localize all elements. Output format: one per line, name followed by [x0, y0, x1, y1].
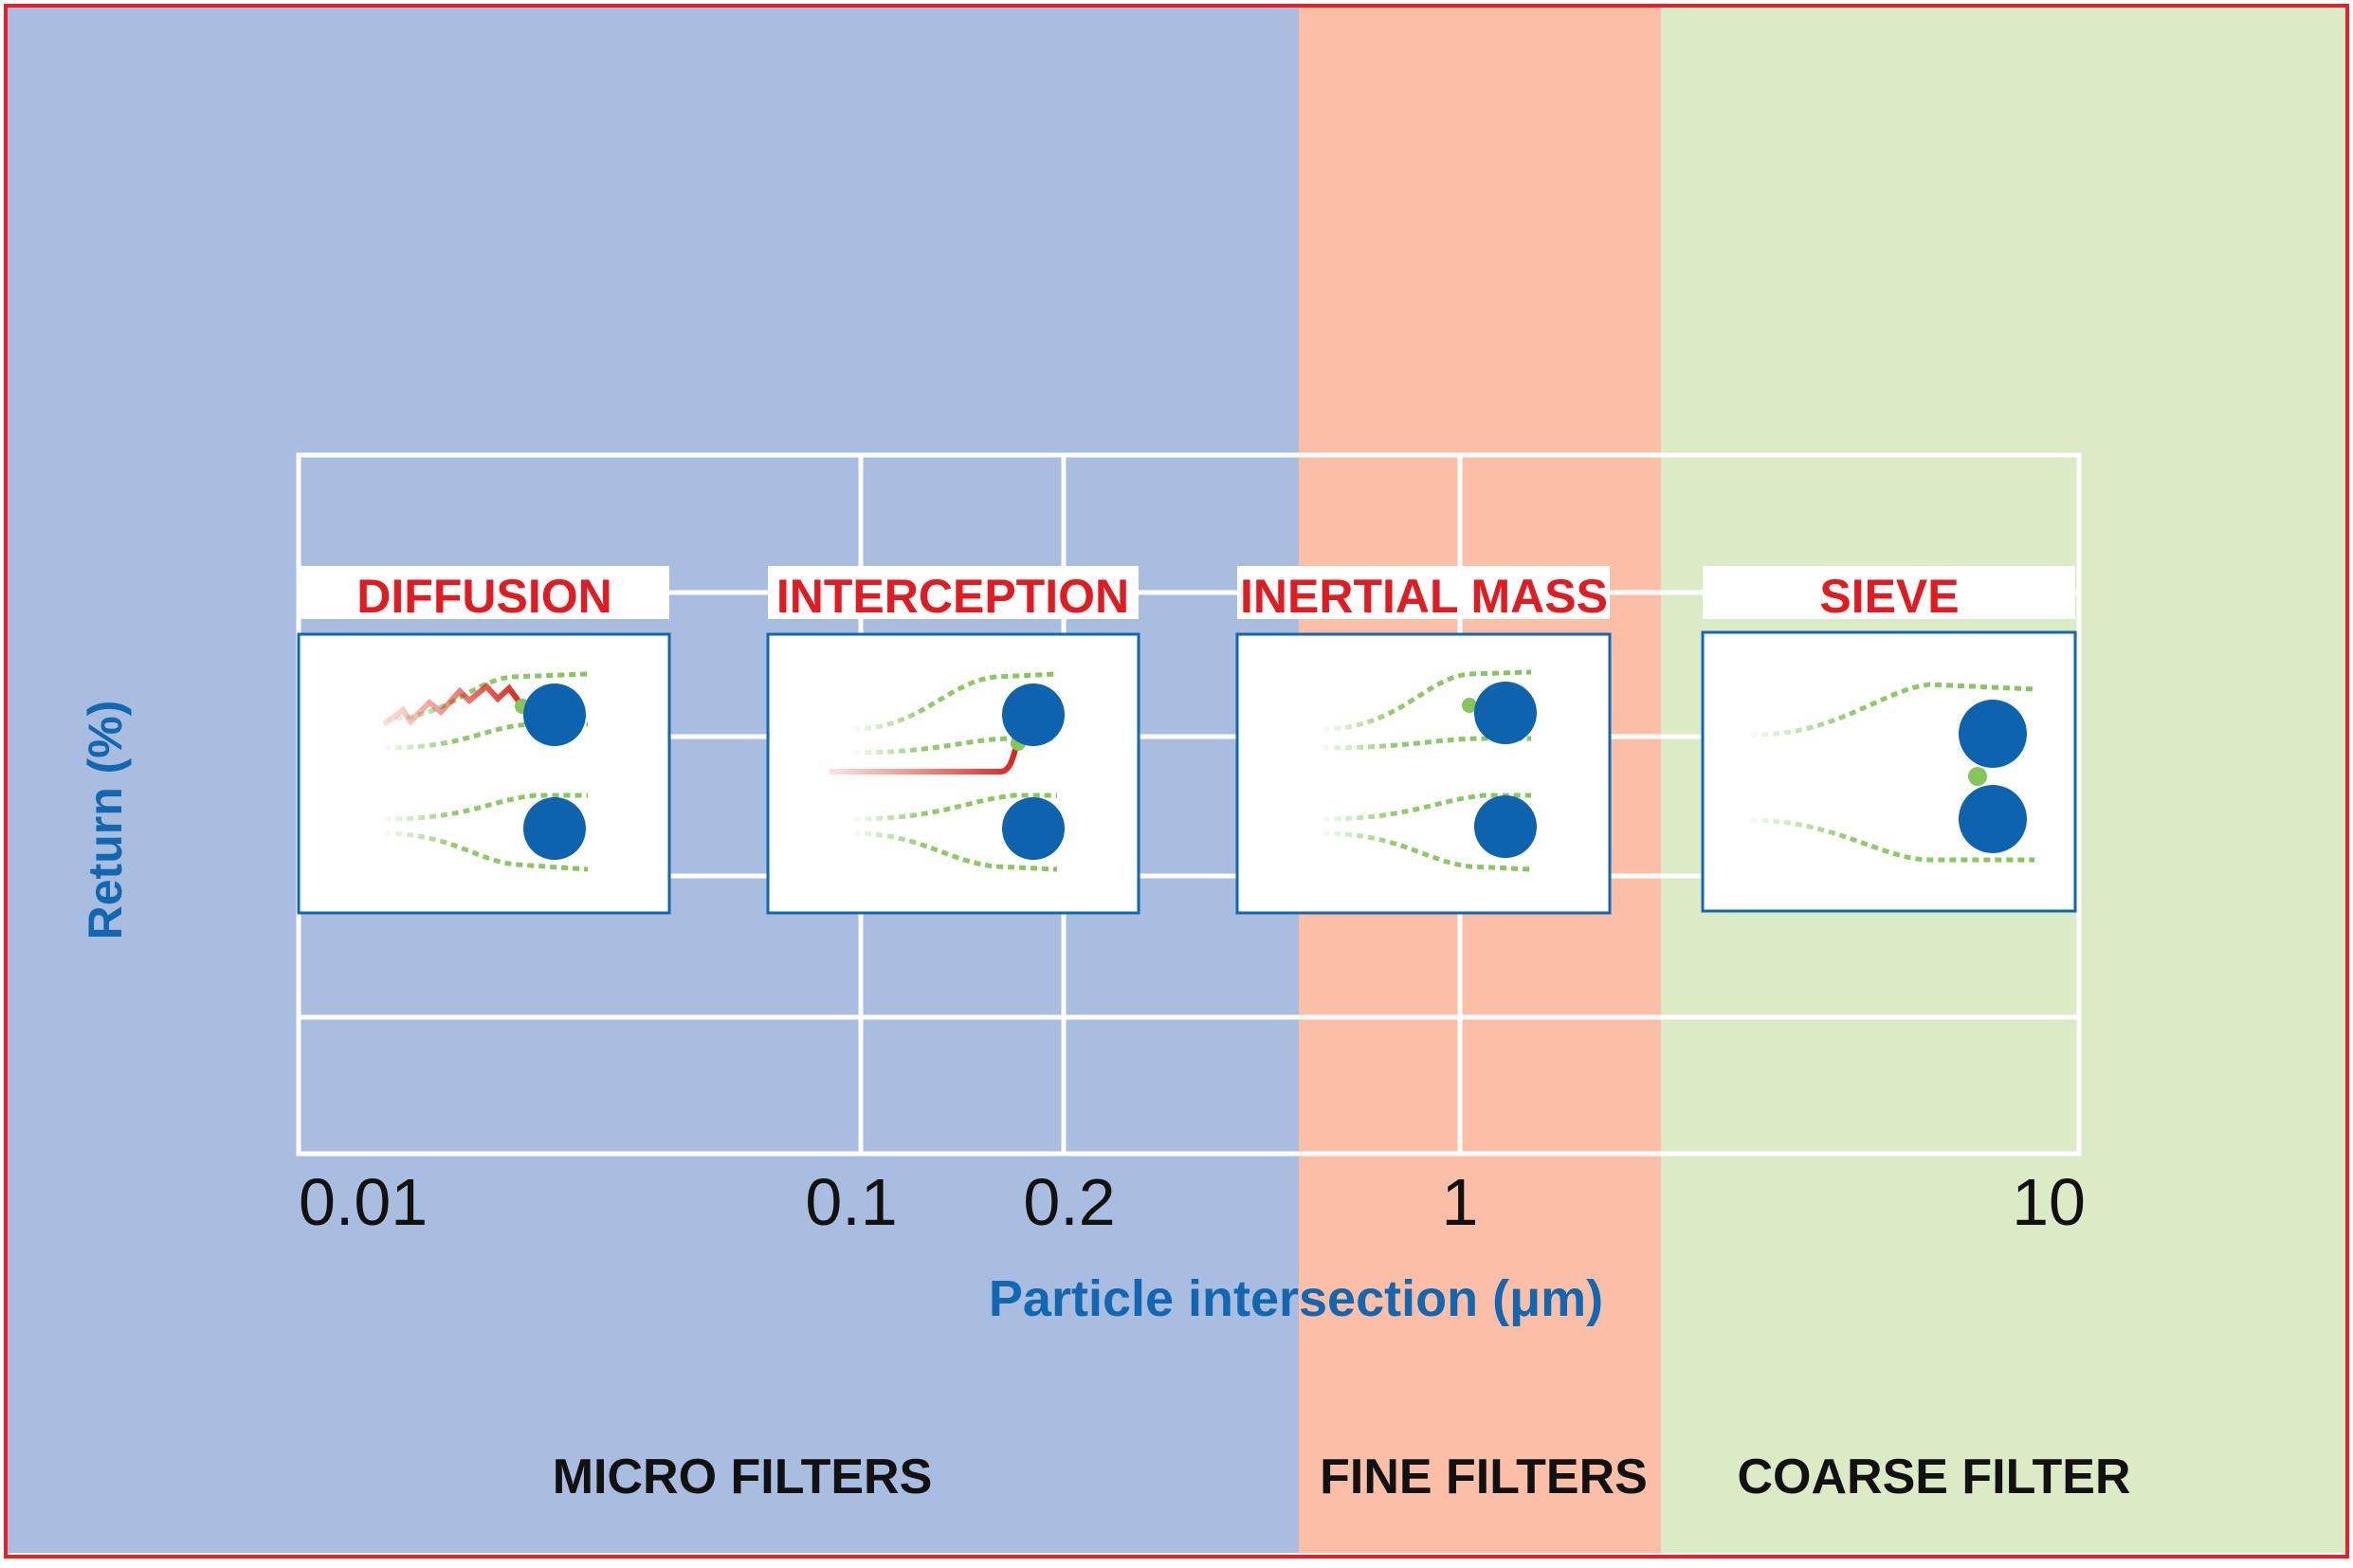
- y-axis-label: Return (%): [79, 701, 132, 940]
- mechanism-title: INERTIAL MASS: [1240, 570, 1608, 623]
- mechanism-title-box: [1237, 566, 1610, 619]
- mechanism-title-box: [299, 566, 669, 619]
- x-tick-label: 0.1: [805, 1165, 897, 1239]
- mechanism-title-box: [1703, 566, 2075, 619]
- x-axis-label: Particle intersection (μm): [989, 1270, 1603, 1327]
- zone-label-coarse: COARSE FILTER: [1737, 1449, 2130, 1504]
- diffusion-icon: [297, 632, 671, 915]
- inertial-mass-icon: [1235, 632, 1612, 915]
- mechanism-title: SIEVE: [1819, 570, 1959, 623]
- x-tick-label: 0.01: [299, 1165, 428, 1239]
- mechanism-title: DIFFUSION: [356, 570, 611, 623]
- frame-border: [4, 4, 2349, 1559]
- mechanism-titles: DIFFUSION INTERCEPTION INERTIAL MASS SIE…: [299, 566, 2075, 623]
- x-tick-label: 0.2: [1023, 1165, 1115, 1239]
- x-tick-label: 10: [2012, 1165, 2086, 1239]
- mechanism-title: INTERCEPTION: [776, 570, 1129, 623]
- x-axis-ticks: 0.01 0.1 0.2 1 10: [299, 1165, 2086, 1239]
- x-tick-label: 1: [1442, 1165, 1479, 1239]
- zone-label-micro: MICRO FILTERS: [553, 1449, 933, 1504]
- sieve-icon: [1701, 630, 2077, 913]
- interception-icon: [766, 632, 1140, 915]
- mechanism-title-box: [768, 566, 1139, 619]
- mechanism-panels: [297, 630, 2077, 915]
- zone-label-fine: FINE FILTERS: [1320, 1449, 1648, 1504]
